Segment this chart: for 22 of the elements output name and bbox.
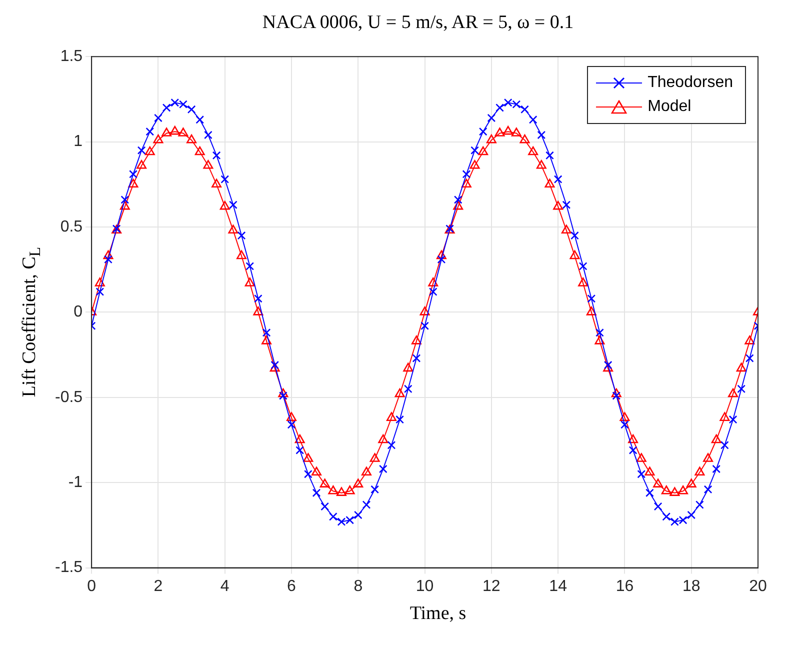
x-tick-label: 20 <box>749 578 767 595</box>
x-tick-label: 0 <box>87 578 96 595</box>
x-tick-label: 18 <box>682 578 700 595</box>
legend-label: Model <box>648 98 692 116</box>
chart-title: NACA 0006, U = 5 m/s, AR = 5, ω = 0.1 <box>261 12 575 34</box>
x-axis-title: Time, s <box>408 603 468 625</box>
y-tick-label: 1 <box>74 133 83 150</box>
x-tick-label: 6 <box>287 578 296 595</box>
x-tick-label: 14 <box>549 578 568 595</box>
x-tick-label: 8 <box>354 578 363 595</box>
y-tick-label: 1.5 <box>60 48 83 66</box>
x-tick-label: 12 <box>482 578 500 595</box>
y-tick-label: -1 <box>68 474 83 492</box>
x-tick-label: 2 <box>154 578 163 595</box>
y-tick-label: -0.5 <box>54 388 83 406</box>
x-tick-label: 16 <box>616 578 634 595</box>
x-tick-label: 4 <box>220 578 230 595</box>
legend-label: Theodorsen <box>648 74 733 92</box>
x-tick-label: 10 <box>416 578 434 595</box>
y-tick-label: 0.5 <box>60 218 83 236</box>
y-tick-label: -1.5 <box>54 559 83 576</box>
y-tick-label: 0 <box>74 304 83 321</box>
